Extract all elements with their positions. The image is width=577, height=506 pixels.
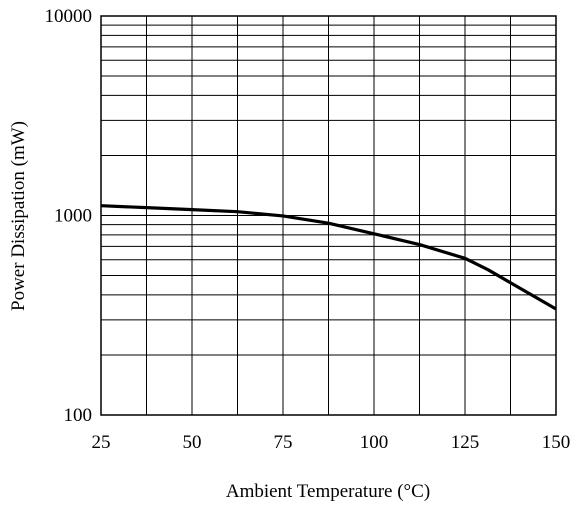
x-tick-label: 150 [542,432,571,453]
x-tick-labels: 25 50 75 100 125 150 [92,432,571,453]
y-tick-label: 10000 [45,6,93,27]
x-tick-label: 100 [360,432,389,453]
y-tick-label: 100 [64,405,93,426]
x-tick-label: 75 [274,432,293,453]
x-tick-label: 25 [92,432,111,453]
x-tick-label: 50 [183,432,202,453]
y-axis-label: Power Dissipation (mW) [8,121,29,311]
series-layer [100,204,557,311]
plot-frame [100,15,557,416]
y-tick-labels: 100 1000 10000 [45,6,93,426]
series-line-1 [100,204,557,311]
x-axis-label: Ambient Temperature (°C) [226,481,430,502]
grid [101,16,556,415]
y-tick-label: 1000 [54,206,92,227]
x-tick-label: 125 [451,432,480,453]
